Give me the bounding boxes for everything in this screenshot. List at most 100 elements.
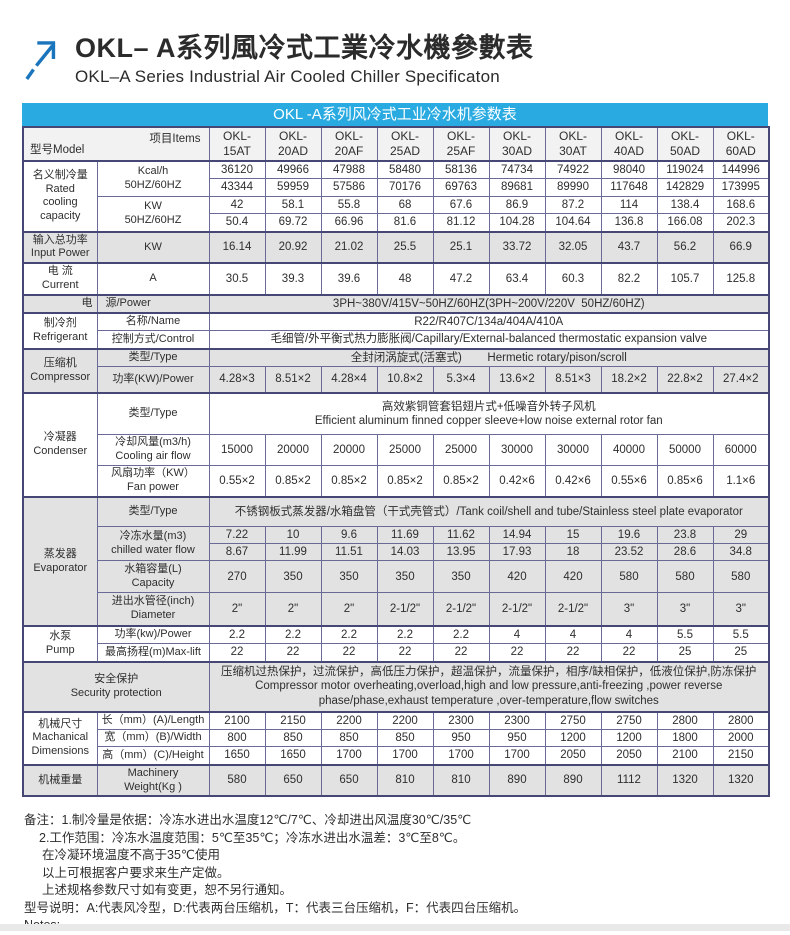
value-cell: 57586 [320, 178, 378, 197]
value-cell: 650 [320, 763, 378, 797]
spec-row: 电源/Power 3PH~380V/415V~50HZ/60HZ(3PH~200V… [22, 293, 770, 314]
value-cell: 74734 [488, 160, 546, 180]
merged-value-cell: 高效紫铜管套铝翅片式+低噪音外转子风机 Efficient aluminum f… [208, 391, 770, 436]
item-label-cell: 类型/Type [96, 391, 210, 436]
value-cell: 1320 [712, 763, 770, 797]
value-cell: 105.7 [656, 262, 714, 296]
spec-row: 最高扬程(m)Max-lift 22 22 22 22 22 22 22 22 25 25 [23, 643, 770, 663]
corner-header-cell: 型号Model 项目Items [22, 126, 210, 162]
value-cell: 3" [712, 592, 770, 627]
value-cell: 270 [208, 560, 266, 594]
value-cell: 168.6 [712, 195, 770, 215]
value-cell: 2.2 [376, 624, 434, 645]
spec-row: 制冷剂 Refrigerant 名称/Name R22/R407C/134a/404… [22, 312, 770, 350]
value-cell: 850 [376, 728, 434, 748]
value-cell: 20000 [264, 434, 322, 466]
value-cell: 0.85×2 [376, 464, 434, 498]
note-line: 2.工作范围：冷冻水温度范围：5℃至35℃；冷冻水进出水温差：3℃至8℃。 [39, 830, 466, 845]
value-cell: 850 [320, 728, 378, 748]
value-cell: 3" [656, 592, 714, 627]
value-cell: 40000 [600, 434, 658, 466]
value-cell: 18.2×2 [600, 366, 658, 394]
section-label-cell: 输入总功率 Input Power [22, 230, 98, 264]
model-header-cell: OKL- 30AT [544, 126, 602, 162]
value-cell: 950 [432, 728, 490, 748]
value-cell: 43344 [208, 178, 266, 197]
value-cell: 22 [544, 643, 602, 663]
value-cell: 22 [600, 643, 658, 663]
spec-row: 冷却风量(m3/h) Cooling air flow 15000 20000 200… [23, 434, 770, 466]
merged-value-cell: 全封闭涡旋式(活塞式) Hermetic rotary/pison/scroll [208, 347, 770, 368]
value-cell: 82.2 [600, 262, 658, 296]
value-cell: 800 [208, 728, 266, 748]
value-cell: 173995 [712, 178, 770, 197]
note-line: 在冷凝环境温度不高于35℃使用 [42, 848, 220, 862]
value-cell: 9.6 [320, 525, 378, 545]
spec-row: 50.4 69.72 66.96 81.6 81.12 104.28 104.64 136.8… [23, 213, 770, 233]
value-cell: 4.28×3 [208, 366, 266, 394]
table-banner: OKL -A系列风冷式工业冷水机参数表 [22, 103, 768, 126]
value-cell: 350 [432, 560, 490, 594]
value-cell: 47988 [320, 160, 378, 180]
value-cell: 59959 [264, 178, 322, 197]
value-cell: 43.7 [600, 230, 658, 264]
value-cell: 0.85×2 [264, 464, 322, 498]
spec-row: 控制方式/Control 毛细管/外平衡式热力膨胀阀/Capillary/Exte… [23, 330, 770, 350]
value-cell: 1650 [208, 746, 266, 766]
spec-row: 43344 59959 57586 70176 69763 89681 89990 11764… [23, 178, 770, 197]
value-cell: 48 [376, 262, 434, 296]
item-label-cell: 进出水管径(inch) Diameter [96, 592, 210, 627]
value-cell: 5.5 [656, 624, 714, 645]
value-cell: 166.08 [656, 213, 714, 233]
value-cell: 13.6×2 [488, 366, 546, 394]
merged-value-cell: 毛细管/外平衡式热力膨胀阀/Capillary/External-balance… [208, 330, 770, 350]
value-cell: 2150 [712, 746, 770, 766]
value-cell: 1700 [488, 746, 546, 766]
model-header-cell: OKL- 20AF [320, 126, 378, 162]
section-label-cell: 机械尺寸 Machanical Dimensions [22, 710, 98, 766]
value-cell: 2100 [656, 746, 714, 766]
note-line: 型号说明：A:代表风冷型，D:代表两台压缩机，T：代表三台压缩机，F：代表四台压… [24, 900, 527, 915]
item-label-cell: 冷冻水量(m3) chilled water flow [96, 525, 210, 562]
value-cell: 114 [600, 195, 658, 215]
spec-row: 压缩机 Compressor 类型/Type 全封闭涡旋式(活塞式) Hermeti… [22, 347, 770, 394]
value-cell: 4 [544, 624, 602, 645]
value-cell: 2.2 [432, 624, 490, 645]
item-label-cell: 高（mm）(C)/Height [96, 746, 210, 766]
value-cell: 2-1/2" [376, 592, 434, 627]
value-cell: 2750 [544, 710, 602, 730]
value-cell: 30.5 [208, 262, 266, 296]
value-cell: 58480 [376, 160, 434, 180]
value-cell: 2000 [712, 728, 770, 748]
value-cell: 89681 [488, 178, 546, 197]
value-cell: 27.4×2 [712, 366, 770, 394]
model-header-row: 型号Model 项目Items OKL- 15AT OKL- 20AD OKL- 20A… [22, 126, 770, 162]
spec-row: 水箱容量(L) Capacity 270 350 350 350 350 420 420 580… [23, 560, 770, 594]
spec-row: 安全保护 Security protection 压缩机过热保护，过流保护，高低压… [22, 660, 770, 713]
value-cell: 22 [432, 643, 490, 663]
value-cell: 4.28×4 [320, 366, 378, 394]
item-label-cell: Kcal/h 50HZ/60HZ [96, 159, 210, 197]
value-cell: 8.51×2 [264, 366, 322, 394]
value-cell: 2.2 [264, 624, 322, 645]
value-cell: 580 [712, 560, 770, 594]
merged-value-cell: 不锈钢板式蒸发器/水箱盘管（干式壳管式）/Tank coil/shell and… [208, 496, 770, 527]
value-cell: 28.6 [656, 542, 714, 562]
value-cell: 50000 [656, 434, 714, 466]
value-cell: 350 [376, 560, 434, 594]
value-cell: 350 [320, 560, 378, 594]
spec-row: 冷凝器 Condenser 类型/Type 高效紫铜管套铝翅片式+低噪音外转子风机 … [22, 391, 770, 498]
page-subtitle: OKL–A Series Industrial Air Cooled Chill… [75, 67, 500, 87]
item-label-cell: 功率(KW)/Power [96, 366, 210, 394]
item-label-cell: 水箱容量(L) Capacity [96, 560, 210, 594]
model-header-cell: OKL- 50AD [656, 126, 714, 162]
value-cell: 2300 [432, 710, 490, 730]
item-label-cell: 风扇功率（KW） Fan power [96, 464, 210, 498]
value-cell: 29 [712, 525, 770, 545]
value-cell: 0.85×2 [432, 464, 490, 498]
value-cell: 2-1/2" [432, 592, 490, 627]
value-cell: 2800 [656, 710, 714, 730]
value-cell: 1200 [600, 728, 658, 748]
value-cell: 2" [264, 592, 322, 627]
